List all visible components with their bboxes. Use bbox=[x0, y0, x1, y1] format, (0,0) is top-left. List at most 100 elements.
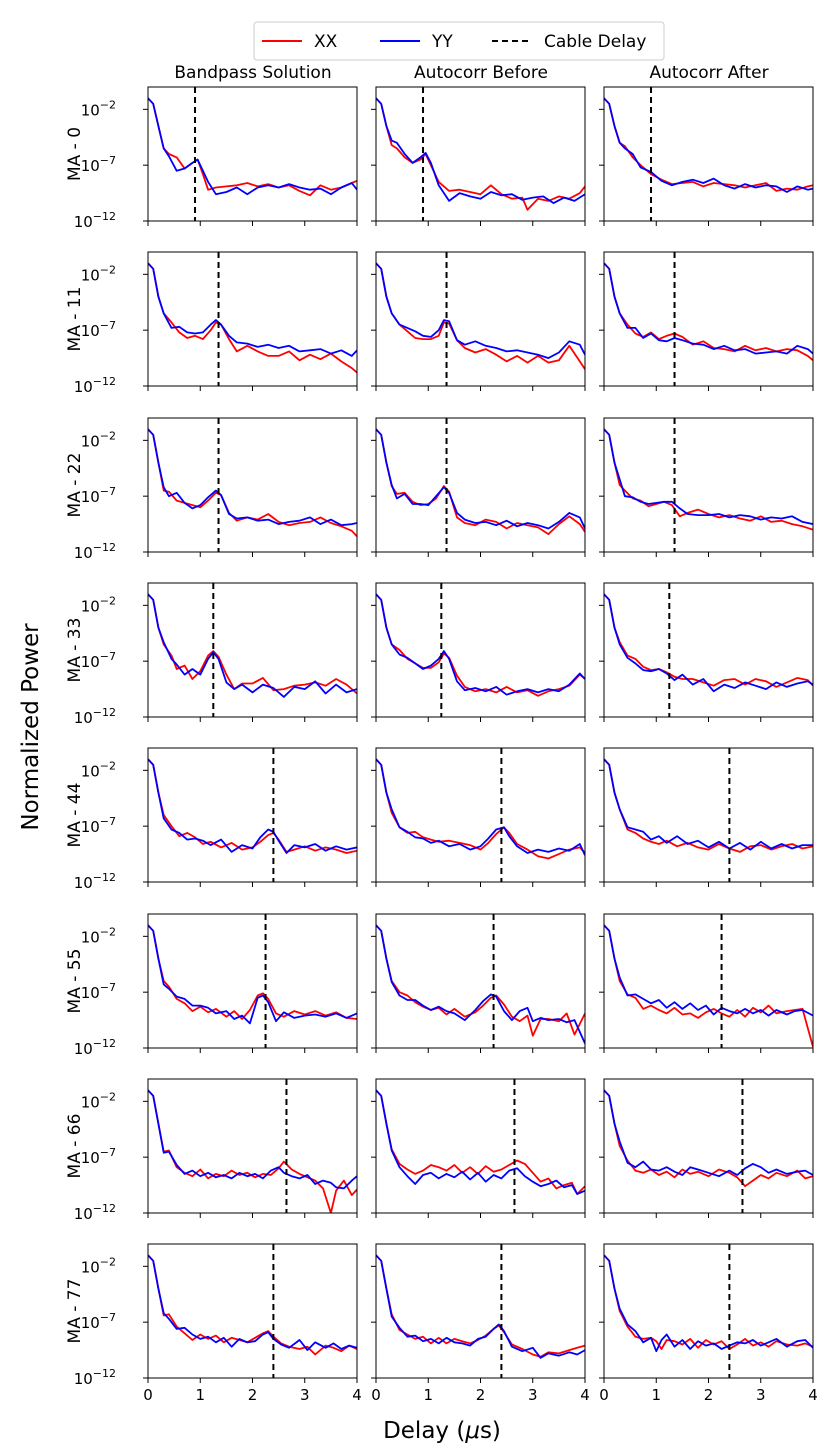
y-tick-exponent: −7 bbox=[100, 154, 116, 167]
panel-ma-33-autocorr-after bbox=[599, 582, 814, 722]
y-tick-label: 10−12 bbox=[74, 1202, 116, 1223]
y-tick-exponent: −12 bbox=[93, 541, 116, 554]
panel-ma-22-bandpass-solution bbox=[143, 417, 358, 557]
y-tick-exponent: −2 bbox=[100, 925, 116, 938]
x-tick-label: 2 bbox=[248, 1386, 258, 1404]
panel-ma-33-autocorr-before bbox=[371, 582, 586, 722]
x-label-suffix: s) bbox=[480, 1418, 501, 1444]
y-tick-exponent: −12 bbox=[93, 375, 116, 388]
panel-row-ma-0: MA - 0 10−12 10−7 10−2 bbox=[65, 86, 814, 231]
y-tick-exponent: −7 bbox=[100, 319, 116, 332]
series-yy-line bbox=[604, 262, 813, 355]
plot-area bbox=[604, 418, 813, 552]
panel-row-ma-22: MA - 22 10−12 10−7 10−2 bbox=[65, 417, 814, 562]
y-tick-exponent: −2 bbox=[100, 594, 116, 607]
panel-ma-55-autocorr-after bbox=[599, 913, 814, 1053]
column-title-bandpass-solution: Bandpass Solution bbox=[174, 63, 331, 83]
panel-ma-77-autocorr-after: 0 1 2 3 4 bbox=[599, 1243, 818, 1404]
panel-ma-11-autocorr-after bbox=[599, 251, 814, 391]
series-yy-line bbox=[376, 758, 585, 856]
panel-row-ma-11: MA - 11 10−12 10−7 10−2 bbox=[65, 251, 814, 396]
x-tick-label: 3 bbox=[756, 1386, 766, 1404]
y-tick-label: 10−7 bbox=[81, 1146, 116, 1167]
x-tick-label: 1 bbox=[651, 1386, 661, 1404]
panel-ma-55-bandpass-solution bbox=[143, 913, 358, 1053]
plot-area bbox=[604, 252, 813, 386]
panel-ma-66-autocorr-after bbox=[599, 1078, 814, 1218]
panel-ma-55-autocorr-before bbox=[371, 913, 586, 1053]
plot-area bbox=[376, 1244, 585, 1378]
row-label: MA - 33 bbox=[65, 618, 85, 683]
panel-ma-0-bandpass-solution bbox=[143, 86, 358, 226]
y-tick-label: 10−2 bbox=[81, 594, 116, 615]
plot-area bbox=[376, 87, 585, 221]
y-tick-exponent: −7 bbox=[100, 485, 116, 498]
series-xx-line bbox=[376, 97, 585, 211]
x-tick-label: 0 bbox=[143, 1386, 153, 1404]
series-yy-line bbox=[376, 924, 585, 1044]
plot-area bbox=[604, 87, 813, 221]
x-label-prefix: Delay ( bbox=[383, 1418, 465, 1444]
row-label: MA - 0 bbox=[65, 127, 85, 181]
series-xx-line bbox=[604, 593, 813, 688]
y-tick-exponent: −12 bbox=[93, 1367, 116, 1380]
plot-area bbox=[148, 748, 357, 882]
row-label: MA - 66 bbox=[65, 1114, 85, 1179]
panel-ma-44-autocorr-after bbox=[599, 747, 814, 887]
series-yy-line bbox=[148, 97, 357, 196]
panel-row-ma-44: MA - 44 10−12 10−7 10−2 bbox=[65, 747, 814, 892]
series-yy-line bbox=[604, 428, 813, 525]
y-tick-exponent: −2 bbox=[100, 263, 116, 276]
series-yy-line bbox=[604, 593, 813, 693]
series-yy-line bbox=[604, 97, 813, 193]
y-tick-label: 10−7 bbox=[81, 981, 116, 1002]
plot-area bbox=[604, 748, 813, 882]
series-xx-line bbox=[376, 593, 585, 697]
series-xx-line bbox=[604, 97, 813, 192]
plot-area bbox=[376, 252, 585, 386]
series-yy-line bbox=[376, 428, 585, 530]
series-yy-line bbox=[604, 924, 813, 1017]
plot-area bbox=[376, 583, 585, 717]
panel-ma-77-autocorr-before: 0 1 2 3 4 bbox=[371, 1243, 590, 1404]
series-xx-line bbox=[148, 97, 357, 197]
y-tick-exponent: −12 bbox=[93, 706, 116, 719]
plot-area bbox=[376, 748, 585, 882]
row-label: MA - 77 bbox=[65, 1279, 85, 1344]
plot-area bbox=[148, 914, 357, 1048]
panel-ma-0-autocorr-after bbox=[599, 86, 814, 226]
y-tick-exponent: −7 bbox=[100, 1311, 116, 1324]
figure-y-label: Normalized Power bbox=[18, 623, 44, 831]
plot-area bbox=[604, 1244, 813, 1378]
legend-xx-label: XX bbox=[314, 32, 338, 52]
y-tick-label: 10−7 bbox=[81, 1311, 116, 1332]
y-tick-label: 10−2 bbox=[81, 1255, 116, 1276]
panel-ma-11-bandpass-solution bbox=[143, 251, 358, 391]
y-tick-label: 10−2 bbox=[81, 429, 116, 450]
y-tick-exponent: −7 bbox=[100, 815, 116, 828]
series-yy-line bbox=[376, 1254, 585, 1359]
y-tick-label: 10−12 bbox=[74, 375, 116, 396]
y-tick-exponent: −2 bbox=[100, 1255, 116, 1268]
plot-area bbox=[148, 87, 357, 221]
y-tick-label: 10−2 bbox=[81, 98, 116, 119]
y-tick-label: 10−12 bbox=[74, 1037, 116, 1058]
row-label: MA - 11 bbox=[65, 287, 85, 352]
plot-area bbox=[148, 1079, 357, 1213]
panel-ma-44-bandpass-solution bbox=[143, 747, 358, 887]
panel-ma-22-autocorr-after bbox=[599, 417, 814, 557]
legend-frame bbox=[253, 21, 665, 61]
y-tick-exponent: −12 bbox=[93, 871, 116, 884]
series-yy-line bbox=[148, 262, 357, 357]
y-tick-label: 10−12 bbox=[74, 871, 116, 892]
plot-area bbox=[376, 418, 585, 552]
y-tick-label: 10−7 bbox=[81, 154, 116, 175]
y-tick-label: 10−12 bbox=[74, 541, 116, 562]
y-tick-exponent: −2 bbox=[100, 98, 116, 111]
series-yy-line bbox=[604, 1089, 813, 1178]
panel-ma-0-autocorr-before bbox=[371, 86, 586, 226]
figure-x-label: Delay (μs) bbox=[383, 1418, 501, 1444]
plot-area bbox=[148, 1244, 357, 1378]
plot-area bbox=[376, 914, 585, 1048]
